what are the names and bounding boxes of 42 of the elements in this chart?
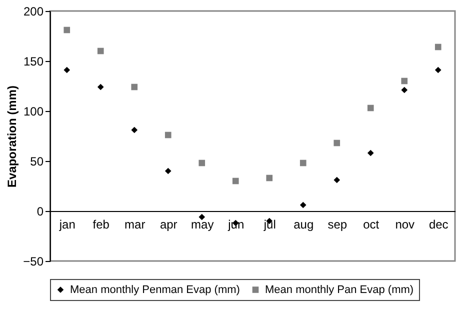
x-tick-label: oct — [363, 218, 380, 232]
point — [401, 78, 408, 84]
point — [164, 168, 172, 174]
x-tick-label: mar — [124, 218, 146, 232]
x-tick-label: nov — [395, 218, 415, 232]
x-tick-label: jul — [262, 218, 276, 232]
point — [334, 140, 340, 146]
x-tick-label: apr — [160, 218, 178, 232]
y-tick-label: 200 — [23, 4, 44, 18]
x-tick-label: feb — [92, 218, 110, 232]
point — [64, 26, 70, 34]
point — [434, 44, 442, 50]
point — [198, 214, 206, 220]
point — [164, 132, 172, 138]
legend-label: Mean monthly Penman Evap (mm) — [70, 284, 240, 296]
x-tick-label: jan — [58, 218, 76, 232]
y-axis-title: Evaporation (mm) — [5, 85, 20, 188]
x-tick-label: may — [191, 218, 214, 232]
y-tick-label: 100 — [23, 104, 44, 118]
point — [300, 160, 306, 166]
point — [64, 66, 70, 74]
x-tick-label: sep — [328, 218, 348, 232]
point — [97, 84, 104, 90]
point — [434, 66, 442, 74]
point — [334, 176, 340, 184]
point — [401, 86, 408, 94]
point — [367, 150, 374, 156]
y-tick-label: 150 — [23, 54, 44, 68]
y-tick-label: −50 — [23, 254, 44, 268]
point — [367, 104, 374, 112]
point — [232, 178, 239, 184]
point — [300, 202, 306, 208]
legend-label: Mean monthly Pan Evap (mm) — [265, 284, 414, 296]
point — [131, 126, 138, 134]
point — [198, 160, 206, 166]
point — [266, 174, 273, 182]
x-tick-label: aug — [294, 218, 314, 232]
point — [97, 48, 104, 54]
point — [131, 84, 138, 90]
y-tick-label: 0 — [36, 204, 44, 218]
x-tick-label: dec — [428, 218, 448, 232]
y-tick-label: 50 — [30, 154, 44, 168]
